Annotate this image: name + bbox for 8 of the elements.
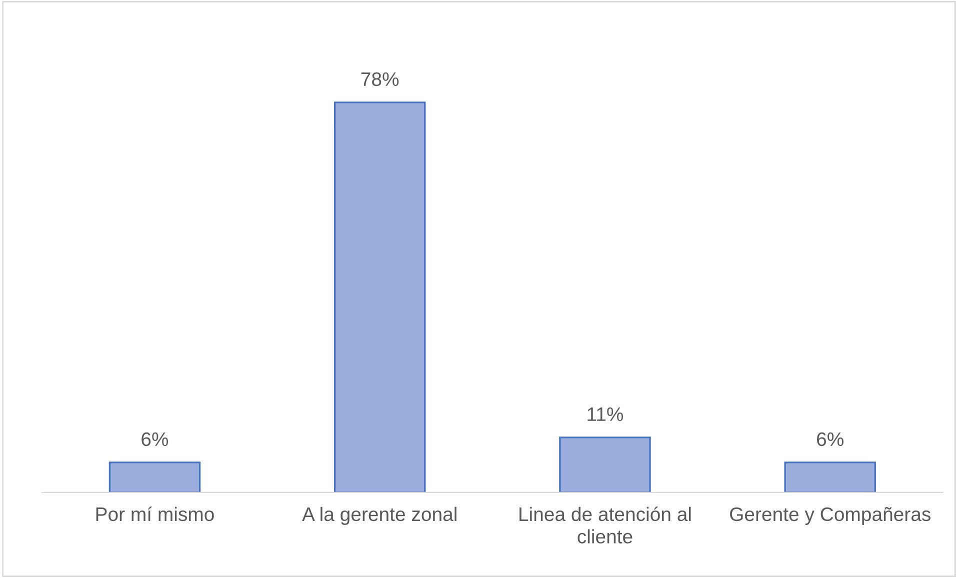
x-tick-label: Por mí mismo bbox=[96, 506, 214, 522]
data-label: 11% bbox=[588, 407, 624, 422]
x-tick-label: Gerente y Compañeras bbox=[730, 506, 930, 525]
x-tick-label: Linea de atención al cliente bbox=[520, 506, 691, 544]
data-label: 78% bbox=[361, 72, 399, 86]
x-tick-label: A la gerente zonal bbox=[302, 506, 456, 525]
data-label: 6% bbox=[817, 432, 844, 446]
data-label: 6% bbox=[142, 432, 168, 446]
